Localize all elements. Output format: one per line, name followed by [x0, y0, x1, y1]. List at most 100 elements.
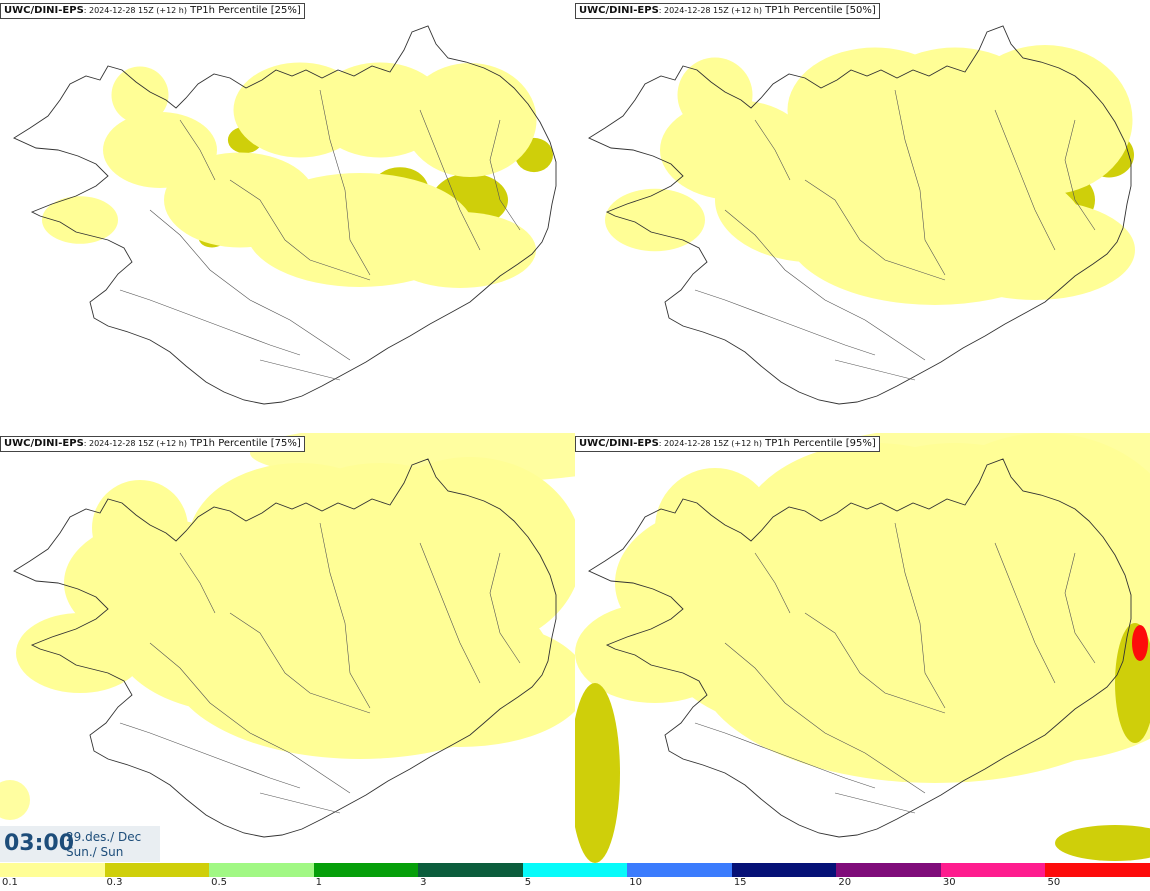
boundary-line: [419, 542, 481, 684]
boundary-line: [1064, 119, 1096, 231]
boundary-line: [804, 612, 946, 714]
boundary-line: [489, 119, 521, 231]
colorbar-tick-label: 30: [942, 877, 956, 888]
map-panel-p50: UWC/DINI-EPS: 2024-12-28 15Z (+12 h) TP1…: [575, 0, 1150, 430]
precip-area: [16, 613, 144, 693]
precip-area: [935, 200, 1135, 300]
precip-area: [575, 683, 620, 863]
colorbar-swatch: [731, 863, 837, 877]
boundary-line: [1064, 552, 1096, 664]
valid-hour: 03:00: [4, 831, 75, 856]
precip-area: [655, 468, 775, 588]
colorbar-swatch: [418, 863, 524, 877]
precip-map: [575, 433, 1150, 863]
colorbar-swatch: [836, 863, 942, 877]
colorbar-swatch: [522, 863, 628, 877]
boundary-line: [754, 552, 791, 614]
boundary-line: [724, 209, 926, 361]
colorbar-tick-labels: 0.1 0.3 0.5 1 3 5 10 15 20 30 50: [0, 877, 1150, 891]
precip-area: [875, 603, 1150, 763]
run-info: : 2024-12-28 15Z (+12 h): [658, 439, 762, 448]
precip-area: [605, 188, 705, 252]
boundary-line: [179, 119, 216, 181]
precip-area: [111, 66, 169, 124]
precip-area: [957, 45, 1133, 195]
boundary-line: [994, 109, 1056, 251]
field-label: TP1h Percentile [95%]: [765, 438, 876, 449]
precip-area: [1132, 625, 1148, 661]
field-label: TP1h Percentile [25%]: [190, 5, 301, 16]
boundary-line: [259, 359, 341, 381]
map-panel-p25: UWC/DINI-EPS: 2024-12-28 15Z (+12 h) TP1…: [0, 0, 575, 430]
panel-title: UWC/DINI-EPS: 2024-12-28 15Z (+12 h) TP1…: [575, 436, 880, 452]
map-panel-p75: UWC/DINI-EPS: 2024-12-28 15Z (+12 h) TP1…: [0, 433, 575, 863]
coastline: [588, 25, 1132, 405]
valid-time-box: 03:00 29.des./ Dec Sun./ Sun: [0, 826, 160, 862]
boundary-line: [259, 792, 341, 814]
boundary-line: [754, 119, 791, 181]
boundary-line: [229, 612, 371, 714]
precip-area: [0, 780, 30, 820]
precip-area: [384, 212, 536, 288]
colorbar-tick-label: 15: [733, 877, 747, 888]
valid-date: 29.des./ Dec: [66, 830, 142, 844]
boundary-line: [994, 542, 1056, 684]
boundary-line: [149, 642, 351, 794]
boundary-line: [229, 179, 371, 281]
colorbar-swatch: [0, 863, 106, 877]
map-panel-p95: UWC/DINI-EPS: 2024-12-28 15Z (+12 h) TP1…: [575, 433, 1150, 863]
precip-colorbar: [0, 863, 1150, 877]
precip-area: [677, 57, 753, 133]
colorbar-swatch: [209, 863, 315, 877]
boundary-line: [894, 522, 946, 709]
precip-area: [403, 63, 537, 177]
precip-map: [0, 433, 575, 838]
panel-title: UWC/DINI-EPS: 2024-12-28 15Z (+12 h) TP1…: [575, 3, 880, 19]
run-info: : 2024-12-28 15Z (+12 h): [83, 6, 187, 15]
model-label: UWC/DINI-EPS: [4, 438, 84, 449]
boundary-line: [119, 289, 301, 356]
coastline: [13, 458, 557, 838]
precip-map: [588, 25, 1135, 405]
colorbar-swatch: [313, 863, 419, 877]
model-label: UWC/DINI-EPS: [579, 5, 659, 16]
precip-area: [332, 619, 575, 747]
boundary-line: [149, 209, 351, 361]
colorbar-tick-label: 1: [315, 877, 322, 888]
colorbar-tick-label: 5: [524, 877, 532, 888]
boundary-line: [894, 89, 946, 276]
colorbar-tick-label: 0.5: [211, 877, 227, 888]
precip-area: [42, 196, 118, 244]
boundary-line: [694, 289, 876, 356]
model-label: UWC/DINI-EPS: [579, 438, 659, 449]
colorbar-tick-label: 3: [420, 877, 427, 888]
boundary-line: [119, 722, 301, 789]
valid-weekday: Sun./ Sun: [66, 845, 124, 859]
colorbar-tick-label: 0.1: [2, 877, 18, 888]
boundary-line: [179, 552, 216, 614]
precip-area: [575, 603, 735, 703]
panel-title: UWC/DINI-EPS: 2024-12-28 15Z (+12 h) TP1…: [0, 436, 305, 452]
boundary-line: [319, 89, 371, 276]
boundary-line: [804, 179, 946, 281]
colorbar-tick-label: 20: [838, 877, 852, 888]
colorbar-tick-label: 50: [1047, 877, 1061, 888]
boundary-line: [834, 359, 916, 381]
boundary-line: [834, 792, 916, 814]
boundary-line: [724, 642, 926, 794]
boundary-line: [419, 109, 481, 251]
colorbar-swatch: [104, 863, 210, 877]
precip-area: [1055, 825, 1150, 861]
model-label: UWC/DINI-EPS: [4, 5, 84, 16]
colorbar-swatch: [627, 863, 733, 877]
colorbar-tick-label: 10: [629, 877, 642, 888]
boundary-line: [319, 522, 371, 709]
field-label: TP1h Percentile [75%]: [190, 438, 301, 449]
precip-map: [13, 25, 557, 405]
panel-title: UWC/DINI-EPS: 2024-12-28 15Z (+12 h) TP1…: [0, 3, 305, 19]
colorbar-swatch: [1045, 863, 1150, 877]
run-info: : 2024-12-28 15Z (+12 h): [658, 6, 762, 15]
colorbar-tick-label: 0.3: [106, 877, 123, 888]
field-label: TP1h Percentile [50%]: [765, 5, 876, 16]
colorbar-swatch: [940, 863, 1046, 877]
